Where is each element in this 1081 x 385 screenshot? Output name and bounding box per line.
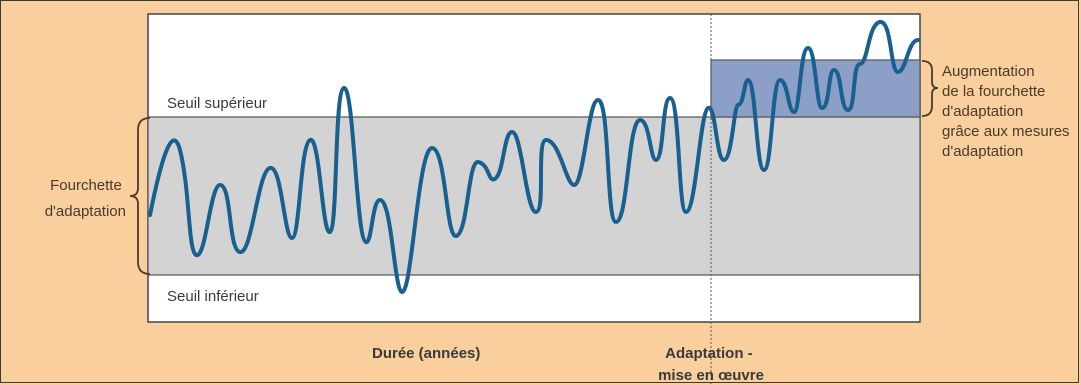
range-right-line-2: de la fourchette [942, 83, 1045, 100]
range-right-line-5: d'adaptation [942, 143, 1023, 160]
range-left-label: Fourchette d'adaptation [45, 177, 126, 220]
range-left-line-2: d'adaptation [45, 203, 126, 220]
range-right-line-3: d'adaptation [942, 103, 1023, 120]
lower-threshold-label: Seuil inférieur [167, 288, 259, 305]
x-axis-label: Durée (années) [372, 345, 480, 362]
adaptation-label: Adaptation - mise en œuvre [658, 345, 764, 384]
adaptation-line-2: mise en œuvre [658, 367, 764, 384]
right-brace [921, 60, 939, 117]
coping-range-band [147, 116, 921, 276]
climate-variability-curve [148, 20, 920, 295]
range-right-label: Augmentation de la fourchette d'adaptati… [942, 63, 1074, 160]
range-right-line-1: Augmentation [942, 63, 1035, 80]
adaptation-line-1: Adaptation - [665, 345, 753, 362]
upper-threshold-label: Seuil supérieur [167, 95, 267, 112]
range-right-line-4: grâce aux mesures [942, 123, 1070, 140]
range-left-line-1: Fourchette [50, 177, 122, 194]
left-brace [129, 117, 151, 275]
